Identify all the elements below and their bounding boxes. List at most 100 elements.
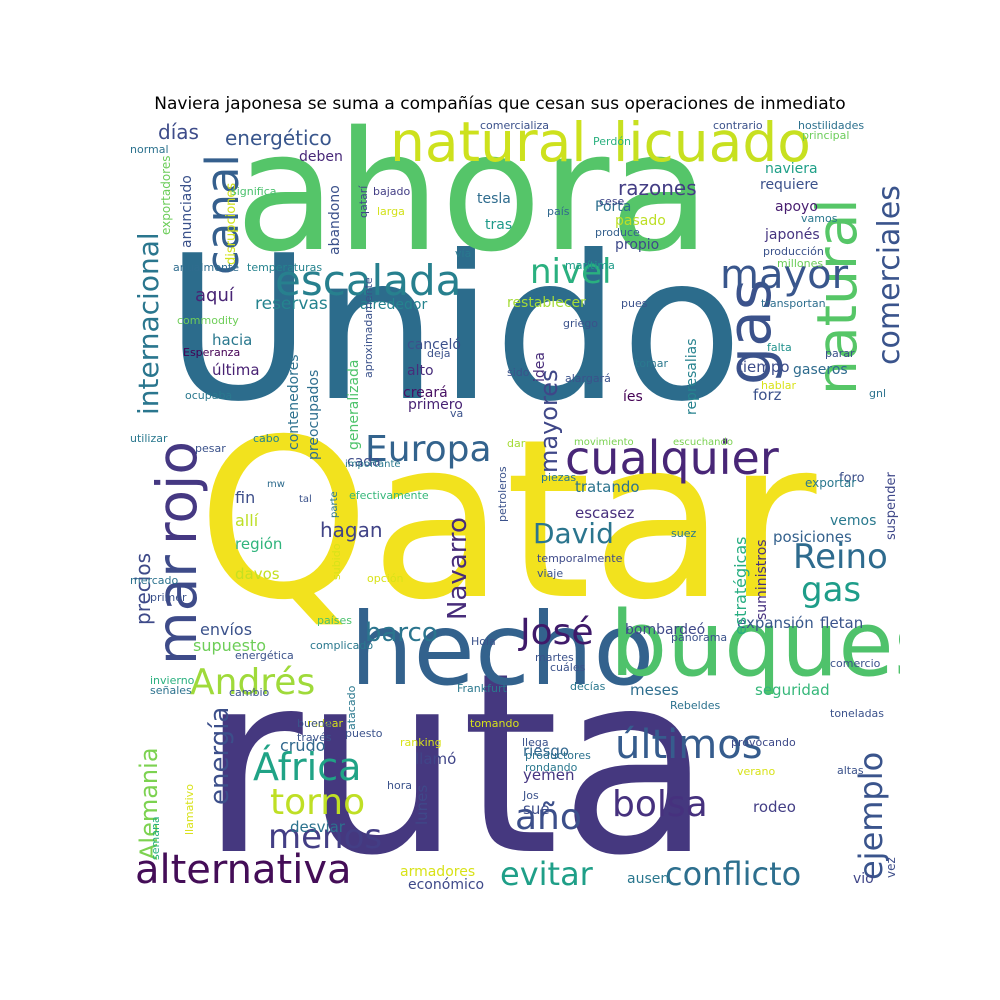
cloud-word: energética	[235, 649, 294, 662]
cloud-word: Navarro	[443, 517, 473, 620]
cloud-word: vía	[455, 247, 472, 260]
cloud-word: requiere	[760, 177, 819, 193]
cloud-word: comercio	[830, 657, 881, 670]
cloud-word: utilizar	[130, 432, 168, 445]
cloud-word: aproximadamente	[362, 277, 375, 378]
cloud-word: armadores	[400, 864, 476, 880]
cloud-word: bajado	[373, 185, 411, 198]
cloud-word: cabo	[253, 432, 280, 445]
cloud-word: temporalmente	[537, 552, 623, 565]
cloud-word: principal	[802, 129, 850, 142]
cloud-word: días	[158, 120, 199, 144]
cloud-word: viaje	[537, 567, 564, 580]
cloud-title: Naviera japonesa se suma a compañías que…	[154, 94, 846, 114]
cloud-word: natural	[390, 120, 587, 174]
cloud-word: va	[450, 407, 464, 420]
cloud-word: Europa	[365, 429, 492, 470]
cloud-word: Rebeldes	[670, 699, 721, 712]
cloud-word: pues	[621, 297, 648, 310]
cloud-word: señales	[150, 684, 192, 697]
cloud-word: puesto	[345, 727, 383, 740]
cloud-word: generalizada	[346, 359, 362, 451]
cloud-word: hostilidades	[798, 120, 865, 132]
cloud-word: creará	[403, 385, 448, 401]
cloud-word: llamativo	[183, 784, 196, 835]
cloud-word: millones	[777, 257, 824, 270]
cloud-word: supuesto	[193, 636, 267, 655]
cloud-word: última	[212, 361, 260, 379]
cloud-word: Esperanza	[183, 346, 241, 359]
cloud-word: productores	[525, 749, 591, 762]
cloud-word: griego	[563, 317, 599, 330]
cloud-word: cada	[347, 454, 381, 470]
cloud-word: verano	[737, 765, 776, 778]
cloud-word: tiempo	[737, 358, 790, 376]
cloud-word: comerciales	[872, 185, 900, 365]
cloud-word: bombardeó	[625, 622, 706, 638]
cloud-word: idea	[532, 352, 548, 382]
cloud-word: pasado	[615, 213, 666, 229]
cloud-word: deben	[299, 149, 343, 165]
cloud-word: económico	[408, 877, 485, 893]
cloud-word: movimiento	[574, 437, 634, 448]
cloud-word: escalada	[275, 256, 462, 305]
cloud-word: decías	[570, 680, 606, 693]
cloud-word: últimos	[615, 722, 763, 768]
cloud-word: parar	[825, 347, 855, 360]
cloud-word: expansión	[737, 614, 814, 632]
cloud-word: panorama	[671, 631, 728, 644]
cloud-word: sido	[507, 366, 530, 379]
cloud-word: África	[253, 745, 362, 789]
cloud-word: parte	[329, 491, 340, 518]
cloud-word: región	[235, 535, 283, 553]
cloud-word: gnl	[869, 387, 887, 400]
cloud-word: razones	[618, 176, 697, 200]
cloud-word: Andrés	[190, 662, 316, 703]
cloud-word: transportan	[761, 297, 826, 310]
cloud-word: cualquier	[565, 431, 779, 485]
cloud-word: hacia	[212, 331, 253, 349]
cloud-word: forz	[753, 386, 782, 404]
cloud-word: seguridad	[755, 681, 830, 699]
cloud-word: mayores	[535, 369, 563, 473]
cloud-word: contenedores	[286, 354, 302, 450]
cloud-word: evitar	[500, 855, 593, 893]
cloud-word: petroleros	[496, 466, 509, 522]
cloud-word: producción	[763, 245, 824, 258]
cloud-word: Porta	[595, 199, 632, 215]
cloud-word: rondando	[525, 761, 578, 774]
cloud-word: anualmente	[173, 261, 240, 274]
cloud-word: vemos	[830, 513, 877, 529]
cloud-word: qatarí	[357, 185, 370, 218]
cloud-word: normal	[130, 143, 169, 156]
cloud-word: rodear	[307, 717, 344, 730]
cloud-word: primer	[150, 591, 187, 604]
cloud-word: tomar	[635, 357, 669, 370]
cloud-word: escuchando	[673, 437, 733, 448]
cloud-word: precios	[131, 553, 155, 625]
cloud-word: internacional	[132, 232, 165, 415]
cloud-word: commodity	[177, 314, 239, 327]
cloud-word: crudo	[280, 736, 326, 755]
cloud-word: ocupaba	[185, 389, 233, 402]
cloud-word: riesgo	[523, 742, 570, 760]
cloud-word: tal	[299, 494, 312, 505]
cloud-word: llega	[522, 736, 549, 749]
cloud-word: mw	[267, 479, 285, 490]
cloud-word: fletan	[820, 614, 864, 632]
cloud-word: cambio	[229, 686, 270, 699]
cloud-word: Frankfurt	[457, 682, 507, 695]
cloud-word: contrario	[713, 120, 763, 132]
cloud-word: ruta	[200, 619, 713, 895]
cloud-word: alargará	[565, 372, 611, 385]
cloud-word: mayor	[720, 252, 849, 298]
cloud-word: tratando	[575, 478, 640, 496]
cloud-word: año	[515, 797, 582, 838]
cloud-word: países	[317, 614, 353, 627]
cloud-word: alrededor	[360, 297, 428, 313]
cloud-word: hora	[387, 779, 412, 792]
cloud-word: suez	[671, 527, 697, 540]
cloud-word: vez	[884, 857, 898, 878]
cloud-word: provocando	[731, 736, 796, 749]
cloud-word: Hola	[471, 635, 496, 648]
